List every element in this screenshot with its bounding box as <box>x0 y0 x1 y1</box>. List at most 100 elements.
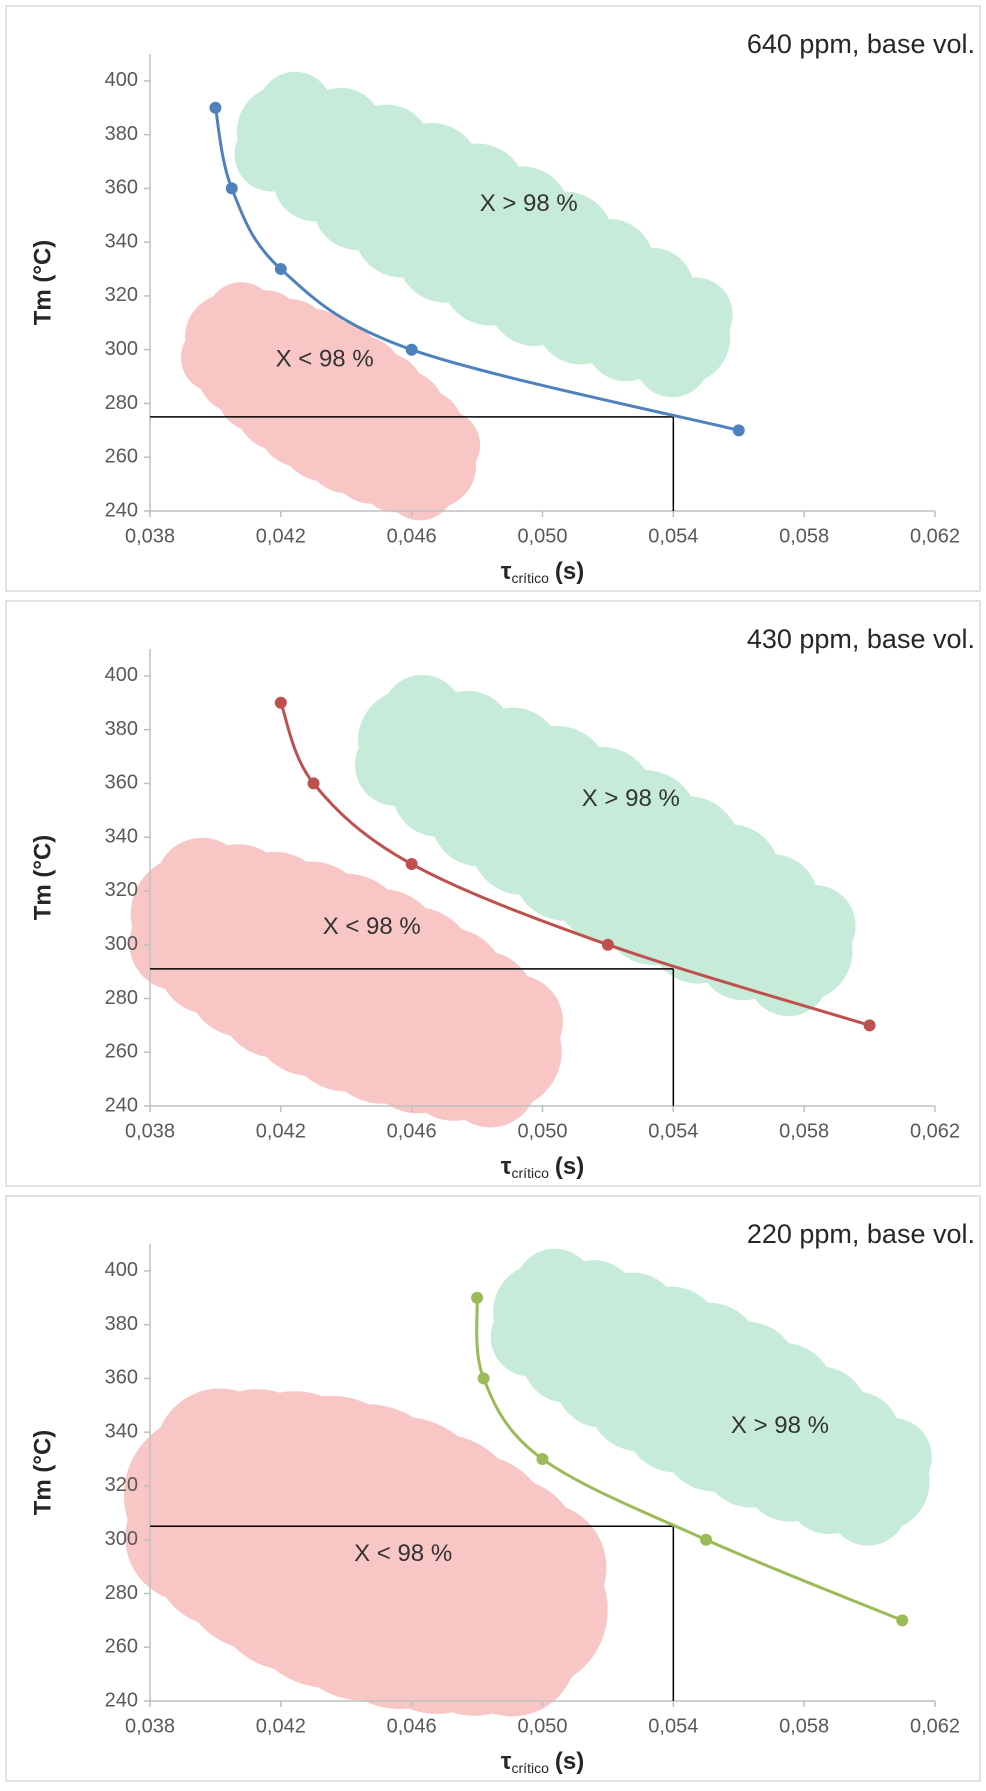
data-point <box>477 1372 490 1385</box>
chart-panel: X > 98 % X < 98 % 240 260 280 300 320 340 360 380… <box>5 600 981 1187</box>
y-tick-label: 300 <box>105 1528 138 1550</box>
chart-title: 220 ppm, base vol. <box>747 1219 975 1249</box>
data-point <box>274 696 287 709</box>
x-axis-label: τcrítico (s) <box>501 558 584 585</box>
x-label-subscript: crítico <box>512 570 550 586</box>
cloud <box>490 1248 932 1546</box>
cloud-lobe <box>637 290 731 384</box>
y-tick-label: 300 <box>105 933 138 955</box>
data-point <box>536 1453 549 1466</box>
cloud-lobe <box>445 1528 608 1691</box>
x-label-symbol: τ <box>501 558 512 585</box>
annotation: X > 98 % <box>731 1412 829 1439</box>
cloud-lobe <box>830 1432 930 1532</box>
x-label-symbol: τ <box>501 1748 512 1775</box>
x-label-unit: (s) <box>555 558 584 585</box>
y-tick-label: 280 <box>105 392 138 414</box>
annotation: X > 98 % <box>480 190 578 217</box>
x-tick-label: 0,050 <box>517 525 567 547</box>
annotation: X > 98 % <box>582 785 680 812</box>
y-tick-label: 280 <box>105 987 138 1009</box>
y-tick-label: 360 <box>105 1367 138 1389</box>
y-tick-label: 240 <box>105 1094 138 1116</box>
data-point <box>471 1291 484 1304</box>
y-tick-label: 280 <box>105 1582 138 1604</box>
y-tick-label: 400 <box>105 1259 138 1281</box>
x-tick-label: 0,038 <box>125 1120 175 1142</box>
x-tick-label: 0,050 <box>517 1120 567 1142</box>
chart-panel: X > 98 % X < 98 % 240 260 280 300 320 340 360 380… <box>5 5 981 592</box>
x-axis-label: τcrítico (s) <box>501 1153 584 1180</box>
y-tick-label: 400 <box>105 664 138 686</box>
cloud <box>180 282 481 521</box>
series-line <box>279 702 871 1027</box>
x-tick-label: 0,046 <box>387 1715 437 1737</box>
x-label-subscript: crítico <box>512 1165 550 1181</box>
y-tick-label: 320 <box>105 284 138 306</box>
x-tick-label: 0,042 <box>256 525 306 547</box>
y-tick-label: 360 <box>105 772 138 794</box>
x-label-unit: (s) <box>555 1153 584 1180</box>
y-axis-label: Tm (°C) <box>29 835 56 921</box>
data-point <box>700 1533 713 1546</box>
x-tick-label: 0,054 <box>648 1715 698 1737</box>
x-label-subscript: crítico <box>512 1760 550 1776</box>
x-tick-label: 0,062 <box>910 525 960 547</box>
cloud-lobe <box>444 992 562 1110</box>
cloud <box>355 674 856 1017</box>
cloud-lobe <box>389 421 477 509</box>
chart-panel: X > 98 % X < 98 % 240 260 280 300 320 340 360 380… <box>5 1195 981 1782</box>
y-tick-label: 300 <box>105 338 138 360</box>
data-point <box>863 1019 876 1032</box>
x-tick-label: 0,058 <box>779 1715 829 1737</box>
x-tick-label: 0,054 <box>648 1120 698 1142</box>
data-point <box>209 101 222 114</box>
data-point <box>405 343 418 356</box>
y-axis-label: Tm (°C) <box>29 1430 56 1516</box>
x-label-symbol: τ <box>501 1153 512 1180</box>
y-tick-label: 340 <box>105 1420 138 1442</box>
y-tick-label: 400 <box>105 69 138 91</box>
x-tick-label: 0,062 <box>910 1715 960 1737</box>
data-point <box>896 1614 909 1627</box>
chart-title: 640 ppm, base vol. <box>747 29 975 59</box>
series-line <box>213 107 740 432</box>
annotation: X < 98 % <box>354 1540 452 1567</box>
x-tick-label: 0,062 <box>910 1120 960 1142</box>
annotation: X < 98 % <box>276 346 374 373</box>
y-tick-label: 240 <box>105 1689 138 1711</box>
y-tick-label: 380 <box>105 1313 138 1335</box>
cloud-lobe <box>750 899 853 1002</box>
y-tick-label: 320 <box>105 1474 138 1496</box>
series-line <box>475 1297 903 1622</box>
x-tick-label: 0,058 <box>779 1120 829 1142</box>
x-label-unit: (s) <box>555 1748 584 1775</box>
y-tick-label: 360 <box>105 177 138 199</box>
y-tick-label: 380 <box>105 718 138 740</box>
y-axis-label: Tm (°C) <box>29 240 56 326</box>
cloud <box>123 1388 608 1717</box>
cloud <box>129 837 563 1128</box>
x-tick-label: 0,046 <box>387 1120 437 1142</box>
data-point <box>307 777 320 790</box>
x-axis-label: τcrítico (s) <box>501 1748 584 1775</box>
data-point <box>274 263 287 276</box>
y-tick-label: 260 <box>105 1636 138 1658</box>
y-tick-label: 320 <box>105 879 138 901</box>
y-tick-label: 380 <box>105 123 138 145</box>
cloud <box>234 71 733 398</box>
x-tick-label: 0,042 <box>256 1120 306 1142</box>
y-tick-label: 260 <box>105 1041 138 1063</box>
x-tick-label: 0,038 <box>125 1715 175 1737</box>
x-tick-label: 0,038 <box>125 525 175 547</box>
y-tick-label: 240 <box>105 499 138 521</box>
annotation: X < 98 % <box>323 913 421 940</box>
x-tick-label: 0,042 <box>256 1715 306 1737</box>
x-tick-label: 0,058 <box>779 525 829 547</box>
y-tick-label: 260 <box>105 446 138 468</box>
x-tick-label: 0,050 <box>517 1715 567 1737</box>
data-point <box>405 858 418 871</box>
x-tick-label: 0,054 <box>648 525 698 547</box>
